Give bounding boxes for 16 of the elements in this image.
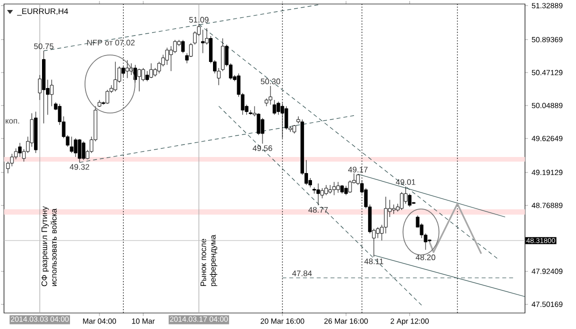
annotation: 51.09 — [189, 16, 209, 23]
annotation: 48.77 — [308, 207, 328, 213]
ref-line-label: Рынок после референдума — [200, 234, 218, 286]
annotation: 50.30 — [260, 78, 280, 84]
annotation: 49.01 — [396, 179, 416, 185]
annotation: NFP от 07.02 — [87, 40, 135, 46]
annotation: коп. — [6, 119, 20, 124]
annotation: 49.32 — [70, 164, 90, 170]
ref-line-label: СФ разрешил Путину использовать войска — [41, 206, 57, 286]
annotation: 49.56 — [252, 145, 272, 152]
annotation: 48.11 — [364, 258, 384, 264]
annotation: 50.75 — [34, 43, 54, 50]
annotation: 48.20 — [416, 254, 436, 260]
text: _EURRUR,H4 — [17, 8, 68, 16]
annotation: 47.84 — [292, 270, 312, 276]
annotation: 49.17 — [348, 166, 368, 172]
